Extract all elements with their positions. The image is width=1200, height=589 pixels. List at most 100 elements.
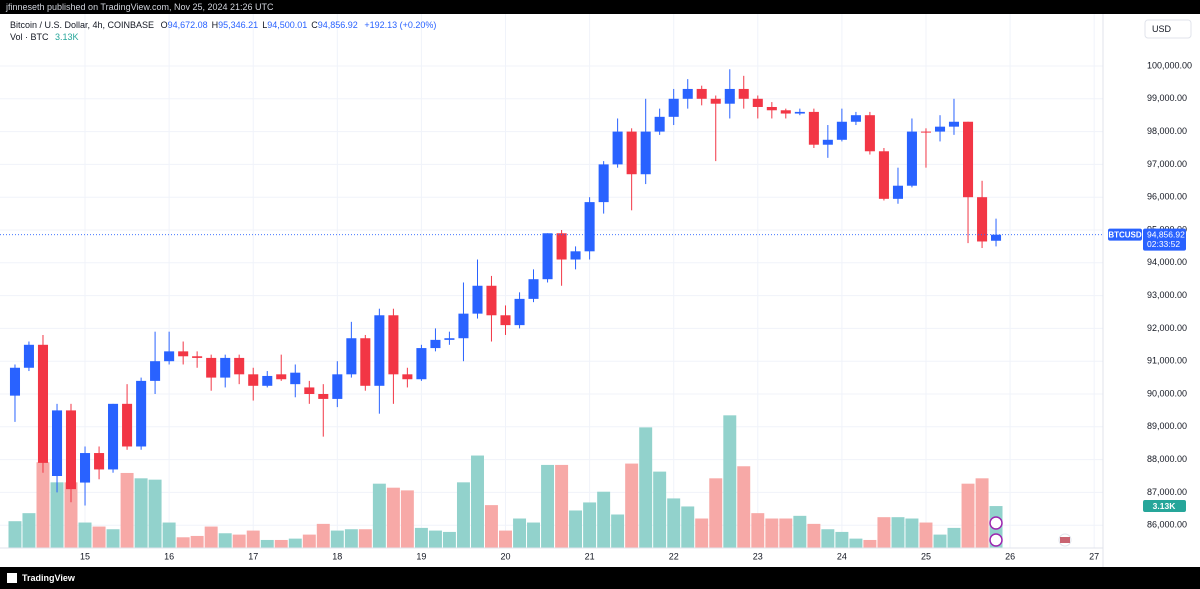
candle-body: [164, 351, 175, 362]
volume-legend: Vol · BTC 3.13K: [10, 32, 79, 42]
chart-title-text: Bitcoin / U.S. Dollar, 4h, COINBASE: [10, 20, 154, 30]
volume-bar: [120, 472, 134, 548]
x-tick-label: 21: [585, 551, 595, 561]
candle-body: [934, 126, 946, 132]
volume-bar: [835, 531, 849, 548]
volume-bar: [148, 479, 162, 548]
candle-body: [514, 298, 525, 326]
volume-bar: [625, 463, 639, 548]
candle-body: [374, 315, 385, 386]
candle-body: [178, 351, 189, 357]
y-tick-label: 100,000.00: [1147, 60, 1192, 70]
volume-axis-label: 3.13K: [1153, 501, 1177, 511]
publisher: jfinneseth published on TradingView.com,…: [5, 2, 274, 12]
candle-body: [108, 403, 119, 470]
candle-body: [766, 106, 777, 111]
volume-bar: [106, 529, 120, 548]
top-bar: [0, 0, 1200, 14]
candles: [9, 69, 1002, 506]
candle-body: [920, 131, 932, 133]
logo: [7, 573, 17, 583]
candle-body: [248, 374, 259, 386]
volume-bar: [709, 478, 723, 548]
x-tick-label: 27: [1089, 551, 1099, 561]
candle-body: [262, 375, 273, 386]
volume-bar: [695, 518, 709, 548]
ohlc: O94,672.08 H95,346.21 L94,500.01 C94,856.92: [161, 20, 358, 30]
volume-bar: [569, 510, 583, 548]
volume-bar: [919, 522, 933, 548]
candle-body: [878, 151, 889, 199]
candle-body: [472, 285, 483, 314]
candle-body: [626, 131, 637, 175]
volume-bar: [428, 530, 442, 548]
y-tick-label: 92,000.00: [1147, 323, 1187, 333]
event-icon[interactable]: [989, 516, 1003, 530]
candle-body: [150, 361, 161, 381]
ohlc-key: H: [212, 20, 219, 30]
candle-body: [37, 344, 49, 463]
candle-body: [192, 356, 203, 358]
x-tick-label: 24: [837, 551, 847, 561]
volume-bar: [274, 539, 288, 548]
x-tick-label: 15: [80, 551, 90, 561]
candle-body: [892, 185, 904, 199]
volume-bar: [316, 523, 330, 548]
candle-body: [304, 387, 315, 394]
y-tick-label: 86,000.00: [1147, 520, 1187, 530]
candle-body: [206, 357, 217, 378]
volume-bar: [176, 537, 190, 548]
currency-button[interactable]: [1144, 19, 1192, 39]
candle-body: [276, 374, 287, 380]
x-tick-label: 17: [248, 551, 258, 561]
volume-bar: [863, 539, 877, 548]
volume-bar: [793, 515, 807, 548]
y-tick-label: 90,000.00: [1147, 388, 1187, 398]
candle-body: [486, 285, 497, 316]
y-tick-label: 98,000.00: [1147, 126, 1187, 136]
volume-bar: [386, 487, 400, 548]
volume-bar: [8, 521, 22, 548]
volume-bar: [597, 491, 611, 548]
volume-bar: [877, 517, 891, 548]
volume-bar: [611, 514, 625, 548]
volume-bar: [905, 518, 919, 548]
candle-body: [94, 453, 105, 470]
candle-body: [388, 315, 399, 375]
candle-body: [80, 453, 91, 483]
candle-body: [738, 88, 749, 99]
volume-bar: [513, 518, 527, 548]
candle-body: [332, 374, 343, 399]
candle-body: [318, 393, 329, 399]
change: +192.13 (+0.20%): [364, 20, 436, 30]
candle-body: [948, 121, 960, 127]
volume-bar: [442, 531, 456, 548]
candle-body: [136, 380, 147, 447]
y-tick-label: 89,000.00: [1147, 421, 1187, 431]
volume-bar: [891, 517, 905, 548]
volume-value: 3.13K: [55, 32, 79, 42]
volume-bar: [484, 505, 498, 548]
y-tick-label: 97,000.00: [1147, 159, 1187, 169]
volume-bar: [190, 535, 204, 548]
candle-body: [808, 111, 819, 145]
volume-bar: [849, 538, 863, 548]
event-icon[interactable]: [989, 533, 1003, 547]
candle-body: [598, 164, 609, 203]
volume-bar: [471, 455, 484, 548]
volume-bar: [344, 529, 358, 548]
candle-body: [640, 131, 651, 175]
currency[interactable]: USD: [1152, 24, 1172, 34]
candle-body: [710, 98, 721, 104]
volume-bar: [499, 530, 512, 548]
volume-bar: [667, 498, 681, 548]
y-tick-label: 88,000.00: [1147, 454, 1187, 464]
candle-body: [542, 233, 553, 280]
volume-bar: [933, 534, 947, 548]
candle-body: [612, 131, 623, 165]
flag: [1060, 537, 1070, 543]
footer-brand: TradingView: [22, 573, 76, 583]
volume-bar: [947, 527, 961, 548]
volume-bar: [653, 471, 667, 548]
